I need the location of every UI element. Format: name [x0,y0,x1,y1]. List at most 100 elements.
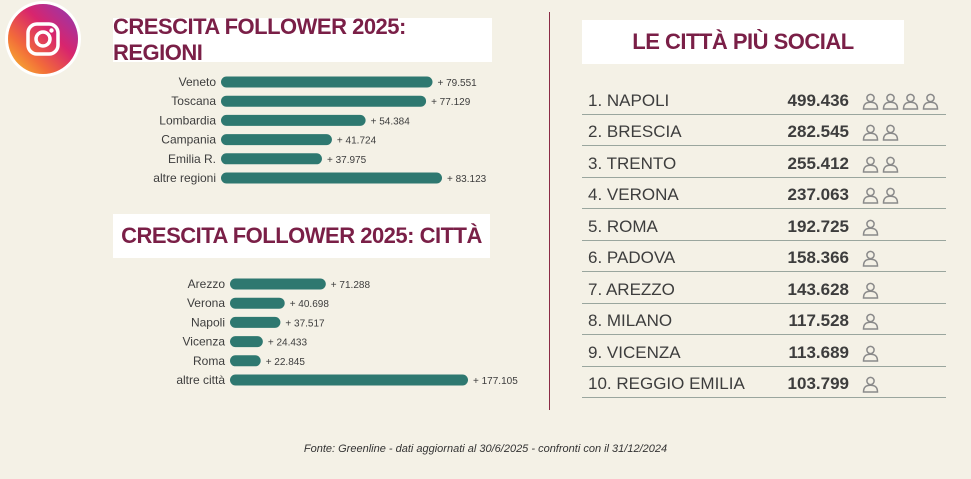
follower-count: 282.545 [787,122,849,141]
citta-bar [230,336,263,348]
city-name: 7. AREZZO [588,279,675,299]
table-row: 5. ROMA 192.725 [582,209,946,241]
regioni-value-label: + 83.123 [447,174,487,185]
regioni-value-label: + 41.724 [337,136,377,147]
regioni-chart-title: CRESCITA FOLLOWER 2025: REGIONI [113,14,492,65]
table-row: 1. NAPOLI 499.436 [582,83,946,115]
person-icon [862,124,879,141]
table-row: 10. REGGIO EMILIA 103.799 [582,367,946,398]
person-icons [862,282,879,299]
citta-value-label: + 22.845 [266,357,306,368]
table-row: 6. PADOVA 158.366 [582,241,946,272]
citta-bar [230,297,285,309]
instagram-icon [8,4,78,74]
person-icon [922,93,939,110]
table-row: 9. VICENZA 113.689 [582,335,946,367]
follower-count: 255.412 [787,153,849,173]
city-name: 6. PADOVA [588,248,676,267]
citta-category-label: Vicenza [183,335,226,349]
regioni-value-label: + 54.384 [371,116,411,127]
person-icon [902,93,919,110]
person-icons [862,93,939,110]
person-icon [862,219,879,236]
citta-value-label: + 24.433 [268,338,308,349]
person-icons [862,250,879,267]
follower-count: 158.366 [787,248,849,267]
person-icons [862,156,899,173]
person-icon [862,250,879,267]
person-icon [862,187,879,204]
regioni-bar [221,153,322,165]
citta-category-label: Arezzo [188,277,226,291]
citta-bar [230,355,261,367]
follower-count: 117.528 [788,311,849,330]
person-icon [882,93,899,110]
regioni-category-label: Campania [161,133,216,147]
city-name: 2. BRESCIA [588,122,682,141]
person-icon [862,93,879,110]
citta-value-label: + 177.105 [473,376,518,387]
follower-count: 237.063 [787,185,849,204]
regioni-category-label: Emilia R. [168,152,216,166]
person-icons [862,313,879,330]
regioni-bar [221,134,332,146]
regioni-value-label: + 37.975 [327,155,367,166]
follower-count: 103.799 [787,374,849,393]
person-icon [882,156,899,173]
city-name: 8. MILANO [588,311,673,330]
citta-category-label: Verona [187,296,225,310]
person-icon [862,282,879,299]
person-icons [862,124,899,141]
person-icon [862,376,879,393]
citta-value-label: + 40.698 [290,299,330,310]
follower-count: 192.725 [787,216,849,236]
city-name: 9. VICENZA [588,342,681,362]
citta-chart-title: CRESCITA FOLLOWER 2025: CITTÀ [113,214,490,258]
citta-bar [230,374,468,386]
follower-count: 499.436 [787,90,849,110]
citta-category-label: altre città [176,373,225,387]
regioni-value-label: + 77.129 [431,97,471,108]
citta-bar [230,278,326,290]
citta-value-label: + 37.517 [285,318,325,329]
person-icon [882,187,899,204]
person-icons [862,219,879,236]
city-name: 5. ROMA [588,216,658,236]
table-row: 2. BRESCIA 282.545 [582,115,946,146]
regioni-category-label: altre regioni [153,171,216,185]
table-row: 8. MILANO 117.528 [582,304,946,335]
citta-category-label: Napoli [191,315,225,329]
citta-value-label: + 71.288 [331,280,371,291]
person-icon [862,156,879,173]
regioni-bar [221,76,433,88]
regioni-category-label: Toscana [171,94,216,108]
regioni-bar [221,172,442,184]
person-icons [862,187,899,204]
regioni-value-label: + 79.551 [438,78,478,89]
table-row: 3. TRENTO 255.412 [582,146,946,178]
social-table-title: LE CITTÀ PIÙ SOCIAL [582,20,904,64]
person-icon [862,313,879,330]
source-footnote: Fonte: Greenline - dati aggiornati al 30… [303,443,668,455]
citta-bar [230,316,281,328]
regioni-category-label: Lombardia [159,113,216,127]
person-icon [862,345,879,362]
citta-category-label: Roma [193,354,225,368]
follower-count: 143.628 [787,279,849,299]
social-ranking-table: 1. NAPOLI 499.436 2. BRESCIA 282.545 3. TREN… [582,83,946,398]
regioni-category-label: Veneto [179,75,217,89]
regioni-bar [221,114,366,126]
person-icons [862,376,879,393]
city-name: 4. VERONA [588,185,679,204]
table-row: 7. AREZZO 143.628 [582,272,946,304]
city-name: 10. REGGIO EMILIA [588,374,745,393]
table-row: 4. VERONA 237.063 [582,178,946,209]
city-name: 3. TRENTO [588,153,677,173]
person-icon [882,124,899,141]
person-icons [862,345,879,362]
follower-count: 113.689 [788,342,849,362]
regioni-bar [221,95,427,107]
city-name: 1. NAPOLI [588,90,670,110]
